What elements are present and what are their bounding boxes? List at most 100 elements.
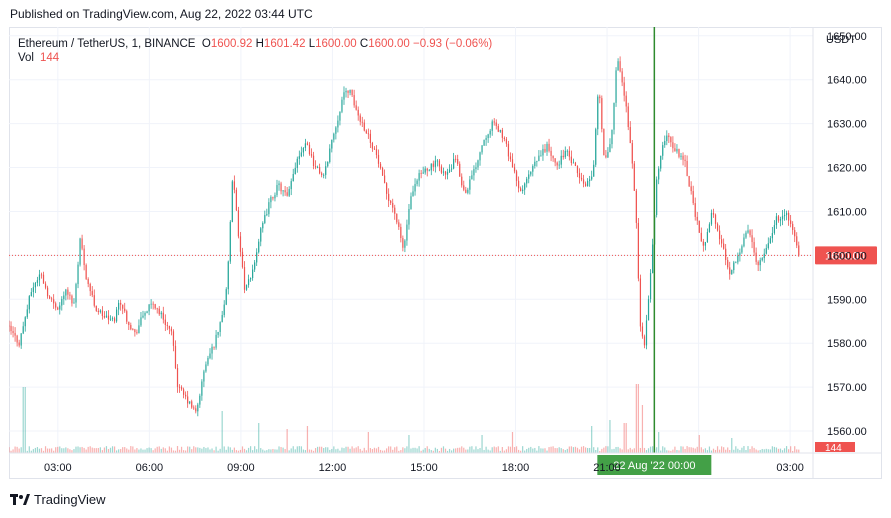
candle-body <box>798 245 800 256</box>
candle-body <box>694 203 696 217</box>
volume-bar <box>254 446 256 453</box>
candle-body <box>302 147 304 153</box>
volume-bar <box>383 450 386 453</box>
volume-bar <box>491 447 493 453</box>
candle-body <box>398 222 400 227</box>
candle-body <box>197 404 199 412</box>
volume-bar <box>227 446 229 453</box>
candle-body <box>643 336 646 346</box>
candle-body <box>335 127 337 134</box>
volume-bar <box>288 450 290 453</box>
volume-legend[interactable]: Vol 144 <box>18 52 59 64</box>
symbol-legend[interactable]: Ethereum / TetherUS, 1, BINANCE O1600.92… <box>18 36 492 52</box>
volume-bar <box>252 450 254 453</box>
volume-bar <box>479 447 481 453</box>
chart-grid <box>9 27 813 453</box>
volume-bar <box>30 450 32 453</box>
candle-body <box>704 242 706 246</box>
candle-body <box>605 155 607 158</box>
candle-body <box>570 156 572 163</box>
volume-bar <box>723 447 725 453</box>
volume-bar <box>613 448 615 453</box>
volume-bar <box>566 448 568 453</box>
candle-body <box>779 219 782 221</box>
candle-body <box>331 139 333 149</box>
volume-bar <box>428 448 430 453</box>
candle-body <box>489 130 491 135</box>
volume-bar <box>623 423 625 453</box>
volume-bar <box>601 448 603 453</box>
candle-body <box>258 241 260 253</box>
candle-body <box>294 167 296 175</box>
candle-body <box>792 223 794 231</box>
volume-bar <box>528 447 530 453</box>
candle-body <box>22 326 24 334</box>
volume-bar <box>91 447 93 453</box>
candle-body <box>568 150 570 157</box>
volume-bar <box>450 450 453 453</box>
candle-body <box>195 408 197 412</box>
candle-body <box>611 129 613 145</box>
volume-bar <box>434 447 436 453</box>
published-info: Published on TradingView.com, Aug 22, 20… <box>10 7 313 21</box>
volume-bar <box>394 447 396 453</box>
volume-bar <box>773 446 776 453</box>
candle-body <box>51 298 53 300</box>
time-tick-label: 12:00 <box>319 462 347 474</box>
currency-label[interactable]: USDT <box>826 34 856 46</box>
volume-bar <box>560 448 562 453</box>
volume-bar <box>264 450 266 453</box>
candle-body <box>544 148 546 152</box>
volume-bar <box>20 447 22 453</box>
volume-bar <box>783 448 786 453</box>
candle-body <box>698 220 700 233</box>
candle-body <box>418 173 420 181</box>
candle-body <box>680 155 682 157</box>
symbol-title[interactable]: Ethereum / TetherUS, 1, BINANCE <box>18 38 196 50</box>
volume-bar <box>666 450 668 453</box>
volume-bar <box>424 448 426 453</box>
volume-bar <box>306 426 309 453</box>
volume-bar <box>347 446 349 453</box>
price-chart[interactable]: 1600.00 144 22 Aug '22 00:00 1560.00 1570.0… <box>9 27 882 479</box>
volume-bar <box>698 435 700 453</box>
candle-body <box>375 149 378 155</box>
volume-bar <box>587 447 589 453</box>
candle-body <box>656 179 658 215</box>
price-tick-label: 1590.00 <box>827 294 867 306</box>
candle-body <box>783 214 786 217</box>
volume-bar <box>304 450 307 453</box>
volume-bar <box>481 435 483 453</box>
volume-bar <box>526 448 528 453</box>
volume-bar <box>73 449 75 453</box>
candle-body <box>390 200 392 203</box>
candle-body <box>174 345 177 369</box>
candle-body <box>763 253 765 259</box>
footer-branding[interactable]: TradingView <box>10 492 106 507</box>
volume-bar <box>221 411 223 453</box>
candle-body <box>46 287 49 297</box>
candle-body <box>524 183 526 190</box>
volume-bar <box>69 449 71 453</box>
candle-body <box>457 159 459 164</box>
candle-body <box>53 299 55 304</box>
volume-bar <box>544 448 546 453</box>
candle-body <box>595 129 597 165</box>
candle-body <box>176 368 179 387</box>
candle-body <box>721 239 723 244</box>
candle-body <box>436 160 438 162</box>
volume-bar <box>568 446 570 453</box>
price-tick-label: 1620.00 <box>827 163 867 175</box>
volume-bar <box>497 446 499 453</box>
candle-body <box>430 163 432 171</box>
volume-bar <box>792 450 794 453</box>
volume-bar <box>461 446 463 453</box>
candle-body <box>530 171 532 175</box>
volume-bar <box>570 446 572 453</box>
candle-body <box>24 317 26 327</box>
volume-bar <box>314 448 317 453</box>
volume-bar <box>507 446 510 453</box>
volume-bar <box>211 448 213 453</box>
candle-body <box>718 230 721 240</box>
candle-body <box>668 135 670 138</box>
